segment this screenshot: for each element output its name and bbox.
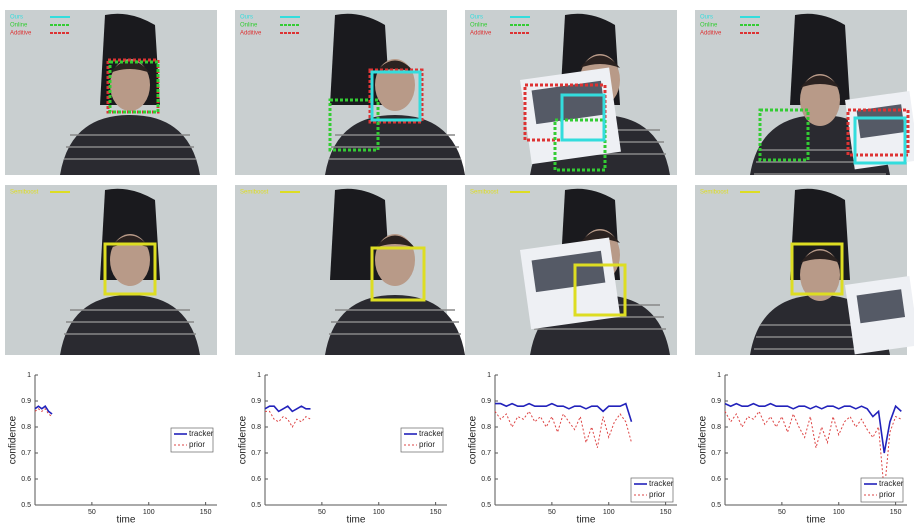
- y-tick-label: 1: [257, 372, 261, 379]
- x-tick-label: 150: [890, 509, 902, 516]
- legend-label: tracker: [649, 479, 674, 488]
- y-axis-label: confidence: [468, 415, 479, 464]
- legend-label: prior: [879, 490, 895, 499]
- legend-label: prior: [649, 490, 665, 499]
- x-tick-label: 50: [88, 509, 96, 516]
- y-tick-label: 0.8: [251, 424, 261, 431]
- y-tick-label: 0.8: [21, 424, 31, 431]
- x-axis-label: time: [117, 515, 136, 524]
- y-tick-label: 0.8: [711, 424, 721, 431]
- photo-legend-label: Semiboost: [700, 190, 729, 196]
- photo-legend-label: Online: [240, 23, 258, 29]
- y-axis-label: confidence: [698, 415, 709, 464]
- photo-legend-label: Ours: [470, 15, 483, 21]
- photo-legend-label: Additive: [700, 31, 722, 37]
- x-axis-label: time: [347, 515, 366, 524]
- data-line: [265, 411, 311, 427]
- y-tick-label: 0.5: [251, 502, 261, 509]
- x-tick-label: 100: [143, 509, 155, 516]
- photo-legend-label: Ours: [10, 15, 23, 21]
- data-line: [265, 406, 311, 411]
- x-tick-label: 150: [660, 509, 672, 516]
- legend-label: tracker: [189, 429, 214, 438]
- x-tick-label: 100: [603, 509, 615, 516]
- y-tick-label: 0.7: [711, 450, 721, 457]
- photo-legend-label: Ours: [700, 15, 713, 21]
- x-axis-label: time: [577, 515, 596, 524]
- y-tick-label: 0.9: [481, 398, 491, 405]
- y-tick-label: 0.9: [251, 398, 261, 405]
- legend-label: tracker: [419, 429, 444, 438]
- photo-legend-label: Ours: [240, 15, 253, 21]
- y-tick-label: 1: [27, 372, 31, 379]
- photo-legend-label: Semiboost: [10, 190, 39, 196]
- photo-legend-label: Additive: [10, 31, 32, 37]
- x-tick-label: 100: [373, 509, 385, 516]
- y-tick-label: 0.9: [21, 398, 31, 405]
- x-axis-label: time: [807, 515, 826, 524]
- photo-legend-label: Online: [470, 23, 488, 29]
- y-axis-label: confidence: [238, 415, 249, 464]
- photo-legend-label: Online: [700, 23, 718, 29]
- y-tick-label: 0.6: [481, 476, 491, 483]
- photo-legend-label: Semiboost: [240, 190, 269, 196]
- y-tick-label: 0.9: [711, 398, 721, 405]
- x-tick-label: 50: [778, 509, 786, 516]
- data-line: [35, 406, 52, 414]
- data-line: [495, 411, 632, 447]
- y-axis-label: confidence: [8, 415, 19, 464]
- x-tick-label: 50: [548, 509, 556, 516]
- legend-label: prior: [419, 440, 435, 449]
- photo-legend-label: Semiboost: [470, 190, 499, 196]
- y-tick-label: 1: [717, 372, 721, 379]
- y-tick-label: 0.5: [21, 502, 31, 509]
- y-tick-label: 0.8: [481, 424, 491, 431]
- data-line: [495, 404, 632, 422]
- x-tick-label: 50: [318, 509, 326, 516]
- y-tick-label: 0.6: [711, 476, 721, 483]
- x-tick-label: 150: [200, 509, 212, 516]
- photo-legend-label: Additive: [240, 31, 262, 37]
- y-tick-label: 0.7: [21, 450, 31, 457]
- y-tick-label: 0.7: [481, 450, 491, 457]
- y-tick-label: 0.5: [481, 502, 491, 509]
- y-tick-label: 0.6: [251, 476, 261, 483]
- x-tick-label: 100: [833, 509, 845, 516]
- y-tick-label: 0.5: [711, 502, 721, 509]
- y-tick-label: 0.7: [251, 450, 261, 457]
- y-tick-label: 0.6: [21, 476, 31, 483]
- photo-legend-label: Online: [10, 23, 28, 29]
- figure: Ours Online Additive Ours Online Additive Ours…: [0, 0, 914, 524]
- legend-label: tracker: [879, 479, 904, 488]
- legend-label: prior: [189, 440, 205, 449]
- photo-legend-label: Additive: [470, 31, 492, 37]
- x-tick-label: 150: [430, 509, 442, 516]
- y-tick-label: 1: [487, 372, 491, 379]
- data-line: [725, 404, 901, 453]
